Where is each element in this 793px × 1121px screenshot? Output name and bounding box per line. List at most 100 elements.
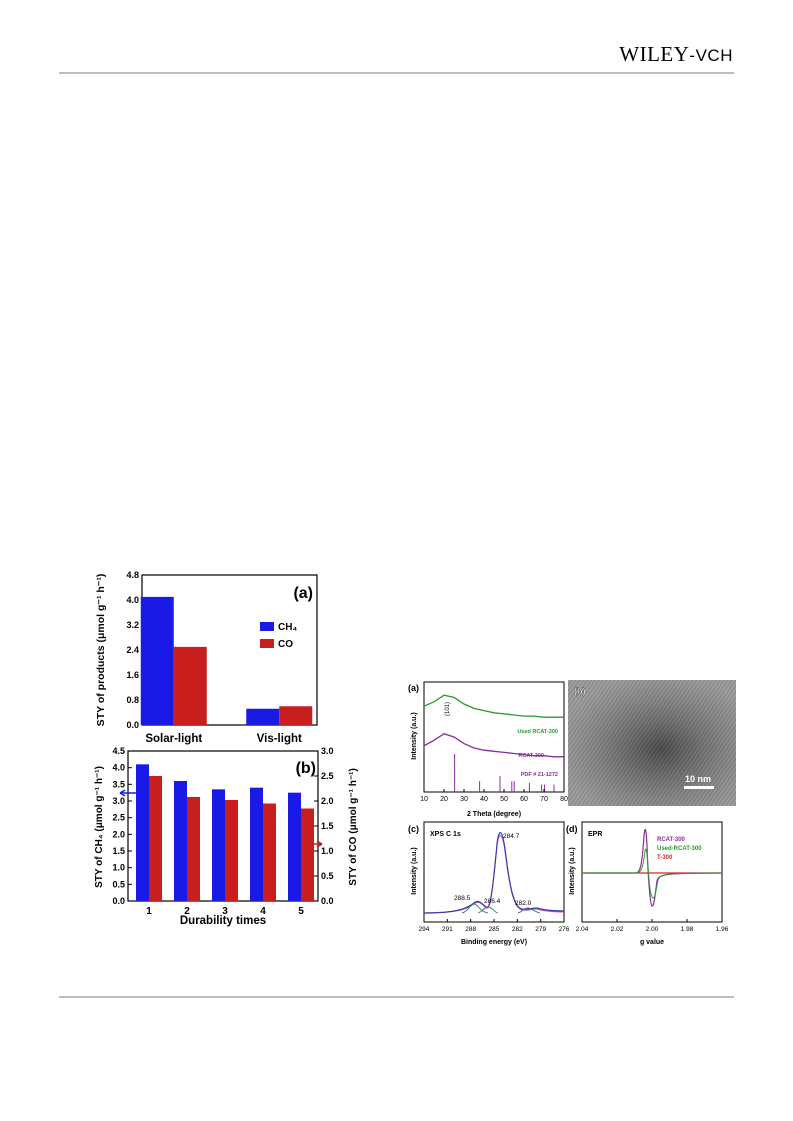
panel-b-bar-co (187, 797, 200, 901)
xps-fit-envelope (423, 832, 565, 914)
panel-b-bar-co (149, 776, 162, 901)
xps-raw-trace (423, 834, 565, 914)
panel-b-ylabel-right: STY of CO (μmol g⁻¹ h⁻¹) (348, 768, 359, 886)
epr-x-ticks: 2.04 2.02 2.00 1.98 1.96 (576, 919, 729, 933)
panel-b-categories: 1 2 3 4 5 (146, 906, 304, 917)
panel-a-categories: Solar-light Vis-light (145, 733, 302, 745)
epr-frame (581, 821, 723, 923)
panel-a-ytick-label: 4.0 (126, 595, 139, 605)
panel-b-bar-co (225, 800, 238, 901)
epr-xtick-label: 2.02 (611, 926, 624, 933)
panel-a-bar-ch4 (246, 708, 280, 725)
tem-shading (568, 680, 736, 806)
tem-scale-bar (684, 786, 714, 789)
panel-b-y2tick-label: 2.0 (321, 796, 334, 806)
panel-b-ytick-label: 4.5 (112, 746, 125, 756)
xrd-x-ticks: 10 20 30 40 50 60 70 80 (420, 789, 568, 803)
epr-xlabel: g value (640, 939, 664, 946)
panel-b-y2tick-label: 0.0 (321, 896, 334, 906)
panel-a-label: (a) (293, 585, 313, 602)
panel-b-category-label: 4 (260, 906, 266, 917)
xrd-used-label: Used RCAT-300 (517, 729, 558, 735)
panel-b-ytick-label: 2.0 (112, 829, 125, 839)
footer-rule (59, 996, 734, 998)
panel-b-category-label: 3 (222, 906, 228, 917)
tem-scale-label: 10 nm (685, 774, 711, 784)
panel-b-bar-ch4 (250, 787, 263, 901)
legend-ch4-label: CH₄ (278, 622, 297, 633)
xps-xlabel: Binding energy (eV) (461, 939, 527, 946)
xps-xtick-label: 291 (442, 926, 453, 933)
right-axis-arrow-icon (304, 840, 323, 848)
panel-a-ytick-label: 0.8 (126, 695, 139, 705)
xps-peak-label-284-7: 284.7 (503, 833, 520, 840)
xrd-ylabel: Intensity (a.u.) (411, 712, 418, 759)
xps-xtick-label: 279 (535, 926, 546, 933)
publisher-sub: VCH (695, 46, 733, 65)
xrd-panel-label: (a) (408, 683, 419, 693)
left-axis-arrow-icon (119, 789, 136, 797)
panel-a-ytick-label: 4.8 (126, 570, 139, 580)
panel-b-ytick-label: 3.5 (112, 779, 125, 789)
panel-b-ytick-label: 0.0 (112, 896, 125, 906)
epr-ylabel: Intensity (a.u.) (569, 847, 576, 894)
xps-peak-label-282-0: 282.0 (515, 900, 532, 907)
panel-b-ytick-label: 2.5 (112, 813, 125, 823)
xps-peak-label-288-5: 288.5 (454, 895, 471, 902)
panel-b-y2tick-label: 2.5 (321, 771, 334, 781)
panel-a-ytick-label: 3.2 (126, 620, 139, 630)
xrd-xtick-label: 10 (420, 796, 428, 803)
xps-xtick-label: 288 (465, 926, 476, 933)
panel-a-bars (140, 596, 313, 725)
tem-panel-label: (b) (574, 686, 586, 696)
xrd-xtick-label: 30 (460, 796, 468, 803)
publisher-main: WILEY (619, 42, 690, 66)
panel-b-y-ticks-left: 0.0 0.5 1.0 1.5 2.0 2.5 3.0 3.5 4.0 4.5 (112, 746, 132, 906)
xrd-peak-label: (101) (445, 702, 451, 716)
xps-title: XPS C 1s (430, 831, 461, 838)
xrd-trace-used (423, 694, 564, 718)
panel-a-ytick-label: 2.4 (126, 645, 139, 655)
xrd-xlabel: 2 Theta (degree) (467, 811, 521, 818)
xrd-frame (423, 681, 565, 793)
panel-b-bar-ch4 (136, 764, 149, 901)
panel-b-bar-co (263, 803, 276, 901)
epr-used-trace (582, 848, 723, 899)
xps-xtick-label: 294 (419, 926, 430, 933)
panel-b-xlabel: Durability times (180, 915, 266, 927)
xps-xtick-label: 276 (559, 926, 570, 933)
panel-a-bar-co (279, 706, 313, 725)
panel-b-y2tick-label: 3.0 (321, 746, 334, 756)
panel-b-y2tick-label: 1.5 (321, 821, 334, 831)
legend-co-swatch (260, 639, 274, 648)
xrd-rcat-label: RCAT-300 (518, 753, 544, 759)
panel-a-bar-ch4 (140, 596, 174, 725)
epr-panel-label: (d) (566, 824, 578, 834)
publisher-separator: - (689, 46, 696, 65)
panel-b-y-ticks-right: 0.0 0.5 1.0 1.5 2.0 2.5 3.0 (314, 746, 334, 906)
xrd-xtick-label: 40 (480, 796, 488, 803)
xps-peak-label-286-4: 286.4 (484, 898, 501, 905)
panel-b-bar-ch4 (212, 789, 225, 901)
panel-b-ytick-label: 4.0 (112, 763, 125, 773)
epr-legend-used: Used-RCAT-300 (657, 846, 702, 852)
xps-x-ticks: 294 291 288 285 282 279 276 (419, 919, 570, 933)
panel-b-category-label: 2 (184, 906, 190, 917)
epr-legend-t300: T-300 (657, 855, 673, 861)
panel-b-y2tick-label: 0.5 (321, 871, 334, 881)
panel-b-bar-co (301, 808, 314, 901)
xrd-xtick-label: 20 (440, 796, 448, 803)
epr-title: EPR (588, 831, 602, 838)
xrd-traces (423, 694, 564, 792)
xrd-trace-rcat (423, 732, 564, 758)
epr-xtick-label: 2.04 (576, 926, 589, 933)
panel-a-category-label: Solar-light (145, 733, 202, 745)
xps-peak-286-4 (477, 906, 499, 914)
publisher-logo: WILEY-VCH (619, 42, 733, 67)
xps-ylabel: Intensity (a.u.) (411, 847, 418, 894)
figure-right: (a) (101) 10 20 30 40 50 60 70 80 Used RCAT-300… (408, 680, 736, 946)
epr-xtick-label: 2.00 (646, 926, 659, 933)
panel-b-ytick-label: 1.5 (112, 846, 125, 856)
xrd-xtick-label: 80 (560, 796, 568, 803)
panel-b-label: (b) (296, 760, 316, 777)
